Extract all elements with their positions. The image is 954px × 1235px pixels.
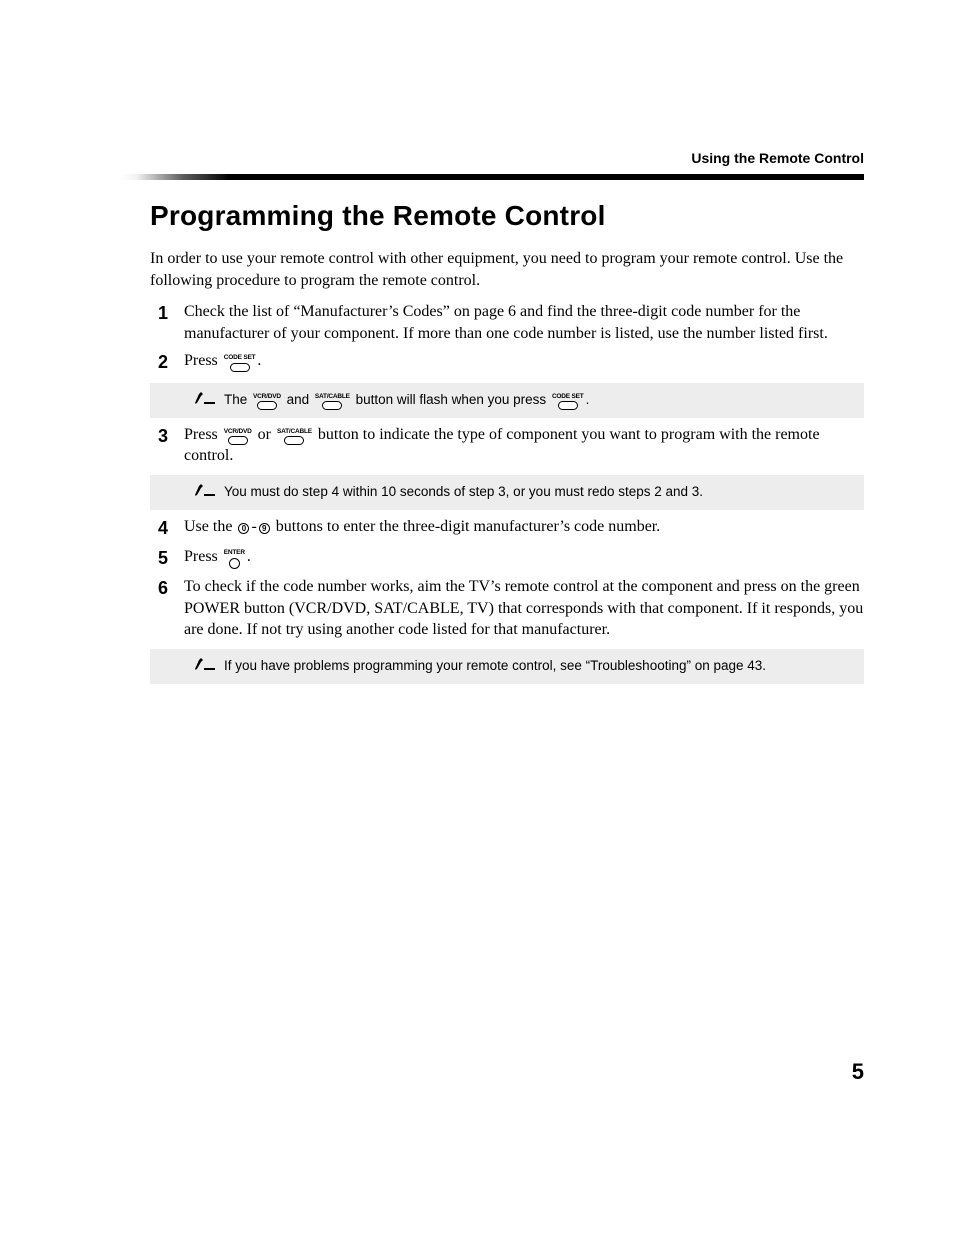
button-label: CODE SET [552,394,584,401]
step-body: Check the list of “Manufacturer’s Codes”… [184,301,864,344]
satcable-button-icon: SAT/CABLE [315,394,350,411]
page-number: 5 [852,1059,864,1085]
digit-0-button-icon: 0 [238,523,249,534]
step-number: 6 [150,576,168,600]
step-text: or [254,426,275,443]
step-number: 5 [150,546,168,570]
step-2: 2 Press CODE SET. [150,350,864,374]
content: Programming the Remote Control In order … [150,200,864,684]
note-after-step-2: The VCR/DVD and SAT/CABLE button will fl… [150,383,864,418]
step-6: 6 To check if the code number works, aim… [150,576,864,641]
page-title: Programming the Remote Control [150,200,864,232]
step-number: 1 [150,301,168,325]
step-text: - [251,518,256,535]
button-label: 0 [238,523,249,534]
step-3: 3 Press VCR/DVD or SAT/CABLE button to i… [150,424,864,467]
step-text: Press [184,426,222,443]
note-text: You must do step 4 within 10 seconds of … [224,483,703,502]
step-1: 1 Check the list of “Manufacturer’s Code… [150,301,864,344]
running-head: Using the Remote Control [691,150,864,166]
step-body: To check if the code number works, aim t… [184,576,864,641]
step-5: 5 Press ENTER. [150,546,864,570]
page: Using the Remote Control Programming the… [0,0,954,1235]
button-label: VCR/DVD [253,394,281,401]
button-label: VCR/DVD [224,429,252,436]
note-icon [194,483,216,497]
header-rule [90,174,864,180]
satcable-button-icon: SAT/CABLE [277,429,312,446]
step-text: buttons to enter the three-digit manufac… [272,518,660,535]
note-text-part: . [586,392,590,407]
enter-button-icon: ENTER [224,550,245,569]
button-label: ENTER [224,550,245,557]
step-body: Press ENTER. [184,546,864,568]
step-text: . [257,352,261,369]
step-4: 4 Use the 0-9 buttons to enter the three… [150,516,864,540]
codeset-button-icon: CODE SET [552,394,584,411]
step-number: 4 [150,516,168,540]
note-icon [194,391,216,405]
step-text: Press [184,352,222,369]
step-body: Press VCR/DVD or SAT/CABLE button to ind… [184,424,864,467]
intro-paragraph: In order to use your remote control with… [150,248,864,291]
step-number: 2 [150,350,168,374]
note-icon [194,657,216,671]
button-label: SAT/CABLE [315,394,350,401]
button-label: CODE SET [224,355,256,362]
step-number: 3 [150,424,168,448]
codeset-button-icon: CODE SET [224,355,256,372]
note-after-step-3: You must do step 4 within 10 seconds of … [150,475,864,510]
note-text: The VCR/DVD and SAT/CABLE button will fl… [224,391,589,410]
step-body: Use the 0-9 buttons to enter the three-d… [184,516,864,538]
note-text-part: The [224,392,251,407]
button-label: 9 [259,523,270,534]
note-after-step-6: If you have problems programming your re… [150,649,864,684]
button-label: SAT/CABLE [277,429,312,436]
vcrdvd-button-icon: VCR/DVD [253,394,281,411]
step-text: Use the [184,518,236,535]
step-text: Press [184,548,222,565]
note-text-part: button will flash when you press [352,392,550,407]
step-body: Press CODE SET. [184,350,864,372]
step-text: . [247,548,251,565]
vcrdvd-button-icon: VCR/DVD [224,429,252,446]
note-text-part: and [283,392,313,407]
digit-9-button-icon: 9 [259,523,270,534]
note-text: If you have problems programming your re… [224,657,766,676]
